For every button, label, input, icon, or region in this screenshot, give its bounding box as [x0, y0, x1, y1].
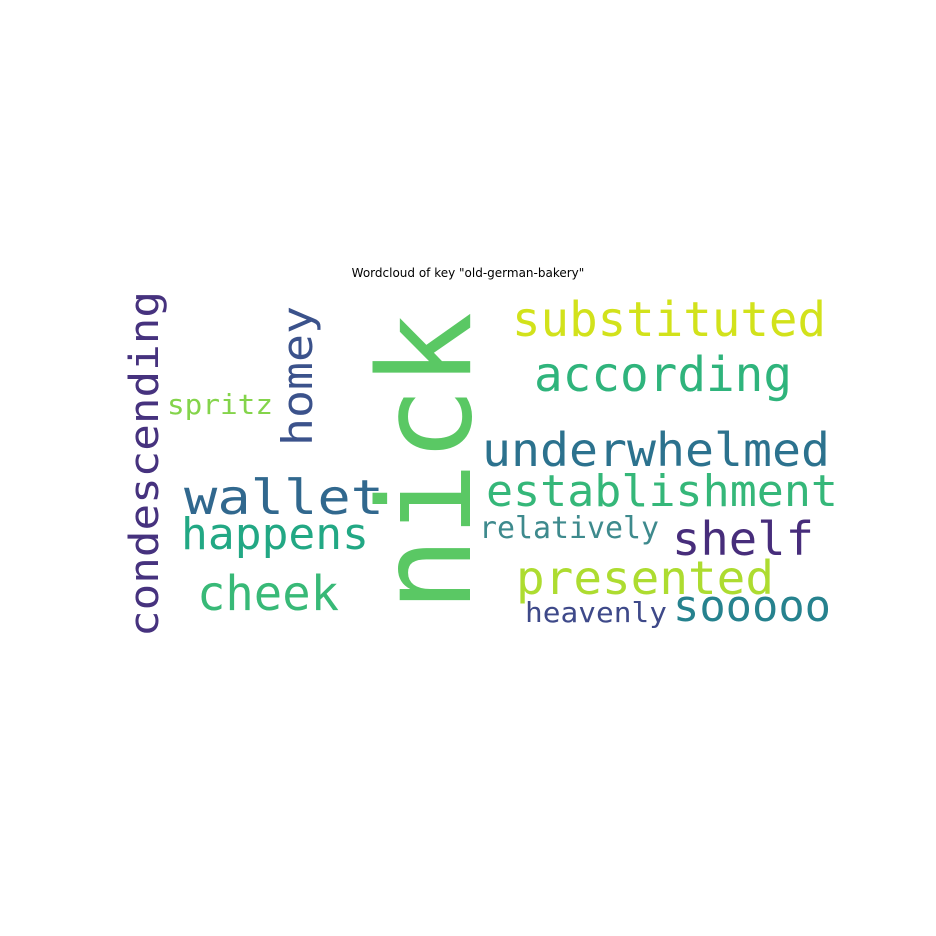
word-nick: nick — [352, 312, 501, 612]
word-happens: happens — [181, 509, 369, 560]
word-cheek: cheek — [197, 566, 339, 622]
figure-title: Wordcloud of key "old-german-bakery" — [351, 266, 585, 280]
word-heavenly: heavenly — [525, 596, 667, 629]
word-wallet: wallet — [184, 470, 384, 526]
word-relatively: relatively — [479, 511, 659, 546]
word-spritz: spritz — [167, 388, 273, 421]
word-homey: homey — [273, 306, 322, 446]
word-substituted: substituted — [512, 292, 826, 348]
word-sooooo: sooooo — [673, 581, 831, 632]
word-condescending: condescending — [122, 291, 168, 637]
word-presented: presented — [516, 551, 774, 605]
word-according: according — [534, 347, 792, 403]
word-shelf: shelf — [672, 512, 814, 566]
word-underwhelmed: underwhelmed — [482, 423, 830, 477]
word-establishment: establishment — [486, 466, 838, 517]
